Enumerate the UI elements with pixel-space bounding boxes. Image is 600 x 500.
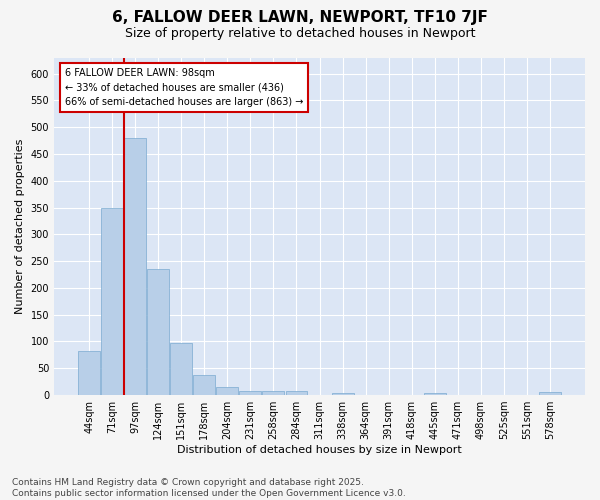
- Bar: [286, 392, 307, 395]
- Text: 6 FALLOW DEER LAWN: 98sqm
← 33% of detached houses are smaller (436)
66% of semi: 6 FALLOW DEER LAWN: 98sqm ← 33% of detac…: [65, 68, 303, 107]
- Bar: [217, 386, 238, 395]
- Bar: [101, 208, 123, 395]
- Bar: [239, 391, 262, 395]
- Bar: [170, 343, 192, 395]
- X-axis label: Distribution of detached houses by size in Newport: Distribution of detached houses by size …: [177, 445, 462, 455]
- Bar: [262, 391, 284, 395]
- Y-axis label: Number of detached properties: Number of detached properties: [15, 138, 25, 314]
- Bar: [332, 394, 353, 395]
- Bar: [539, 392, 561, 395]
- Text: 6, FALLOW DEER LAWN, NEWPORT, TF10 7JF: 6, FALLOW DEER LAWN, NEWPORT, TF10 7JF: [112, 10, 488, 25]
- Text: Contains HM Land Registry data © Crown copyright and database right 2025.
Contai: Contains HM Land Registry data © Crown c…: [12, 478, 406, 498]
- Text: Size of property relative to detached houses in Newport: Size of property relative to detached ho…: [125, 28, 475, 40]
- Bar: [193, 376, 215, 395]
- Bar: [78, 350, 100, 395]
- Bar: [424, 393, 446, 395]
- Bar: [124, 138, 146, 395]
- Bar: [147, 269, 169, 395]
